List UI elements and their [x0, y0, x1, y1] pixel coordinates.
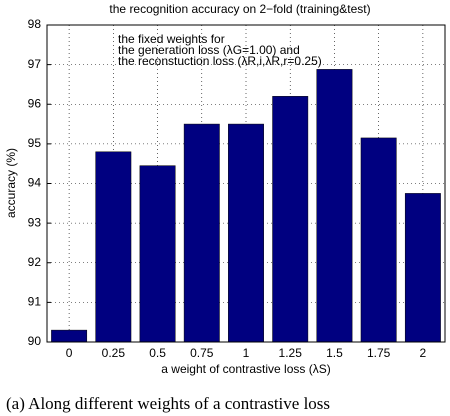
y-tick-label: 90	[28, 334, 42, 348]
y-tick-label: 96	[28, 96, 42, 110]
x-tick-label: 0	[66, 346, 73, 360]
annotation: the generation loss (λG=1.00) and	[118, 43, 300, 57]
y-axis-label: accuracy (%)	[4, 148, 18, 218]
x-tick-label: 1.5	[326, 346, 343, 360]
y-tick-label: 91	[28, 295, 42, 309]
x-tick-label: 1.75	[367, 346, 391, 360]
bar	[51, 329, 88, 343]
y-tick-label: 94	[28, 176, 42, 190]
bar	[404, 193, 441, 343]
bar	[316, 69, 353, 343]
y-tick-label: 92	[28, 255, 42, 269]
annotation: the reconstuction loss (λR,i,λR,r=0.25)	[118, 54, 322, 68]
y-tick-label: 98	[28, 17, 42, 31]
y-tick-label: 93	[28, 215, 42, 229]
x-tick-label: 1.25	[279, 346, 303, 360]
y-tick-label: 97	[28, 57, 42, 71]
bar	[360, 137, 397, 343]
chart-title: the recognition accuracy on 2−fold (trai…	[109, 2, 370, 16]
y-tick-label: 95	[28, 136, 42, 150]
caption: (a) Along different weights of a contras…	[6, 394, 330, 413]
bar	[228, 123, 264, 343]
bar	[95, 151, 132, 343]
x-tick-label: 0.25	[102, 346, 126, 360]
annotation: the fixed weights for	[118, 32, 225, 46]
bar	[272, 96, 309, 343]
x-axis-label: a weight of contrastive loss (λS)	[161, 362, 330, 376]
x-tick-label: 2	[420, 346, 427, 360]
x-tick-label: 0.5	[149, 346, 166, 360]
x-tick-label: 0.75	[190, 346, 214, 360]
plot-frame	[46, 24, 446, 343]
x-tick-label: 1	[243, 346, 250, 360]
bar	[139, 165, 176, 343]
bar	[183, 123, 220, 343]
